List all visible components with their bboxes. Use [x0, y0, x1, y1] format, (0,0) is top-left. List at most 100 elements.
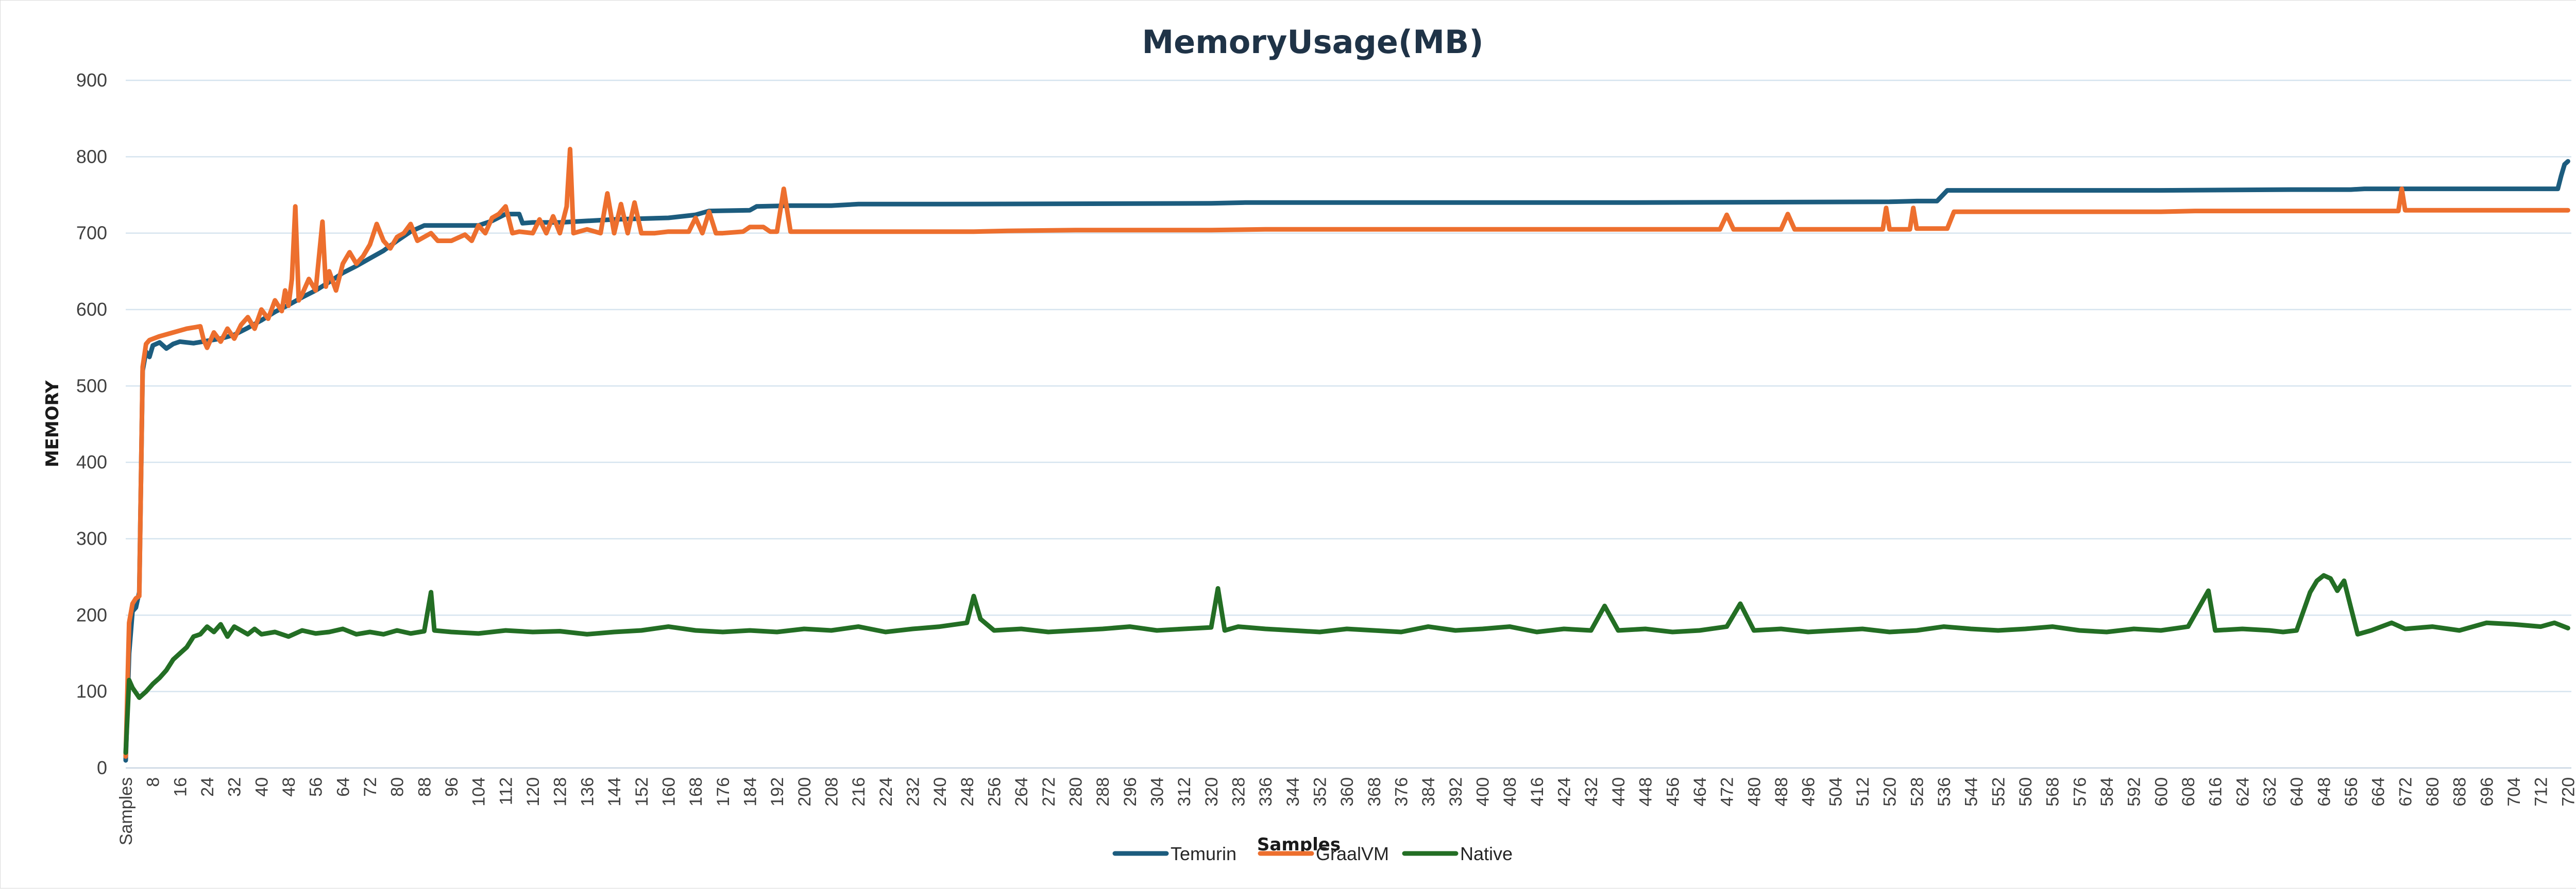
- x-tick-label: 168: [686, 777, 706, 807]
- x-tick-label: 584: [2097, 777, 2117, 807]
- x-tick-label: 280: [1066, 777, 1086, 807]
- x-tick-label: 720: [2558, 777, 2576, 807]
- x-tick-label: 248: [958, 777, 977, 807]
- x-tick-label: 632: [2260, 777, 2280, 807]
- y-tick-label: 800: [76, 146, 107, 167]
- x-tick-label: 320: [1202, 777, 1222, 807]
- series-line-native: [123, 573, 2570, 755]
- x-tick-label: 160: [659, 777, 679, 807]
- x-tick-label: 368: [1365, 777, 1384, 807]
- x-tick-label: 512: [1853, 777, 1873, 807]
- x-tick-label: 328: [1229, 777, 1249, 807]
- x-tick-label: 704: [2504, 777, 2524, 807]
- x-tick-label: 384: [1419, 777, 1438, 807]
- x-tick-label: 464: [1690, 777, 1710, 807]
- x-tick-label: 616: [2206, 777, 2226, 807]
- y-axis-ticks: 0 100 200 300 400 500 600 700 800 900: [76, 70, 107, 778]
- x-tick-label: 288: [1093, 777, 1113, 807]
- y-tick-label: 700: [76, 223, 107, 244]
- legend-label-graalvm: GraalVM: [1316, 843, 1389, 864]
- x-tick-label: 192: [768, 777, 787, 807]
- x-tick-label: 568: [2043, 777, 2063, 807]
- x-tick-label: 272: [1039, 777, 1059, 807]
- x-tick-label: 208: [822, 777, 841, 807]
- x-tick-label: 696: [2477, 777, 2497, 807]
- x-tick-label: 480: [1744, 777, 1764, 807]
- y-tick-label: 400: [76, 452, 107, 473]
- x-tick-label: 136: [578, 777, 597, 807]
- x-tick-label: 312: [1175, 777, 1194, 807]
- x-tick-label: 440: [1609, 777, 1629, 807]
- x-tick-label: 224: [876, 777, 896, 807]
- y-tick-label: 300: [76, 528, 107, 549]
- series-line-graalvm: [123, 147, 2570, 759]
- y-tick-label: 200: [76, 604, 107, 625]
- x-tick-label: 32: [225, 777, 245, 797]
- x-tick-label: 16: [171, 777, 190, 797]
- x-tick-label: 8: [144, 777, 163, 787]
- x-tick-label: 664: [2369, 777, 2388, 807]
- x-tick-label: 560: [2016, 777, 2036, 807]
- chart-title: MemoryUsage(MB): [1142, 23, 1483, 61]
- x-tick-label: 432: [1582, 777, 1601, 807]
- x-tick-label: Samples: [116, 777, 136, 845]
- x-tick-label: 64: [333, 777, 353, 797]
- x-tick-label: 200: [795, 777, 815, 807]
- x-tick-label: 520: [1880, 777, 1900, 807]
- x-tick-label: 144: [605, 777, 624, 807]
- legend-label-temurin: Temurin: [1171, 843, 1236, 864]
- x-axis-ticks: Samples 8 16 24 32 40 48 56 64 72 80 88 96 104 112 120 1…: [116, 777, 2576, 845]
- x-tick-label: 448: [1636, 777, 1656, 807]
- x-tick-label: 488: [1772, 777, 1791, 807]
- x-tick-label: 56: [307, 777, 326, 797]
- x-tick-label: 504: [1826, 777, 1845, 807]
- x-tick-label: 216: [849, 777, 869, 807]
- x-tick-label: 680: [2423, 777, 2443, 807]
- x-tick-label: 304: [1148, 777, 1167, 807]
- x-tick-label: 576: [2070, 777, 2090, 807]
- x-tick-label: 232: [903, 777, 923, 807]
- x-tick-label: 688: [2450, 777, 2470, 807]
- x-tick-label: 40: [252, 777, 272, 797]
- x-tick-label: 600: [2151, 777, 2171, 807]
- x-tick-label: 88: [415, 777, 434, 797]
- x-tick-label: 48: [279, 777, 299, 797]
- x-tick-label: 24: [198, 777, 217, 797]
- x-tick-label: 296: [1121, 777, 1140, 807]
- legend: Temurin GraalVM Native: [1112, 843, 1513, 864]
- y-axis-label: MEMORY: [42, 380, 63, 467]
- x-tick-label: 112: [496, 777, 516, 805]
- x-tick-label: 456: [1663, 777, 1683, 807]
- x-tick-label: 376: [1392, 777, 1412, 807]
- gridlines: [126, 79, 2571, 769]
- x-tick-label: 400: [1473, 777, 1493, 807]
- x-tick-label: 408: [1500, 777, 1520, 807]
- x-tick-label: 184: [740, 777, 760, 807]
- series-lines: [123, 147, 2570, 763]
- x-tick-label: 128: [551, 777, 570, 807]
- x-tick-label: 608: [2179, 777, 2198, 807]
- x-tick-label: 176: [714, 777, 733, 807]
- x-tick-label: 256: [985, 777, 1004, 807]
- x-tick-label: 80: [388, 777, 408, 797]
- legend-label-native: Native: [1460, 843, 1513, 864]
- x-tick-label: 72: [361, 777, 380, 797]
- x-tick-label: 624: [2233, 777, 2252, 807]
- x-tick-label: 264: [1012, 777, 1031, 807]
- x-tick-label: 240: [930, 777, 950, 807]
- x-tick-label: 496: [1799, 777, 1819, 807]
- x-tick-label: 416: [1528, 777, 1547, 807]
- x-tick-label: 640: [2287, 777, 2307, 807]
- x-tick-label: 472: [1718, 777, 1737, 807]
- x-tick-label: 672: [2396, 777, 2415, 807]
- x-tick-label: 592: [2125, 777, 2144, 807]
- x-tick-label: 648: [2314, 777, 2334, 807]
- x-tick-label: 336: [1256, 777, 1276, 807]
- x-tick-label: 656: [2342, 777, 2361, 807]
- y-tick-label: 600: [76, 299, 107, 320]
- x-tick-label: 344: [1283, 777, 1303, 807]
- x-tick-label: 104: [469, 777, 489, 807]
- x-tick-label: 392: [1446, 777, 1466, 807]
